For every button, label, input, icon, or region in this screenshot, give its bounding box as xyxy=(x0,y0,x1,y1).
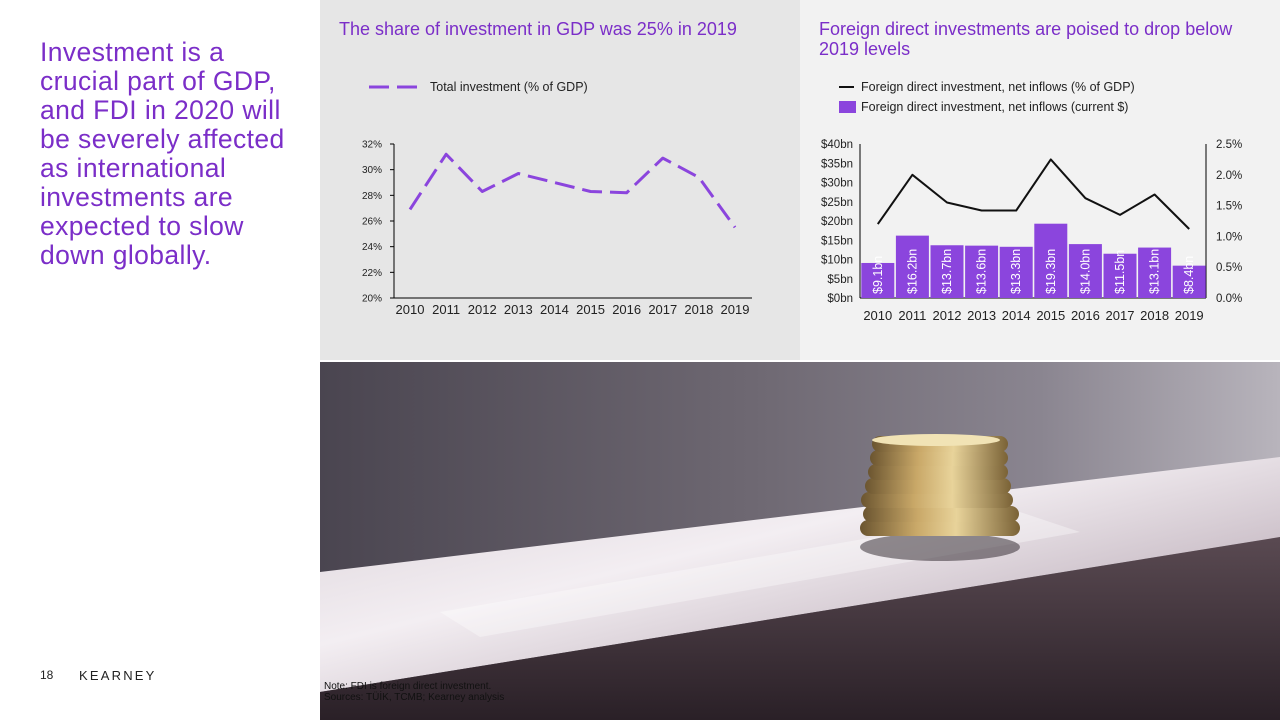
y-left-tick-label: $40bn xyxy=(821,139,853,151)
footnote: Note: FDI is foreign direct investment. … xyxy=(324,681,504,703)
bar-data-label: $13.6bn xyxy=(975,249,989,294)
y-right-tick-label: 0.0% xyxy=(1216,293,1242,305)
bar xyxy=(1138,247,1172,298)
y-left-tick-label: $20bn xyxy=(821,216,853,228)
bar xyxy=(1034,223,1068,298)
bar xyxy=(895,235,929,298)
legend-label: Foreign direct investment, net inflows (… xyxy=(861,100,1128,114)
x-tick-label: 2018 xyxy=(1140,308,1169,323)
fdi-chart-panel: Foreign direct investments are poised to… xyxy=(800,0,1280,360)
y-tick-label: 30% xyxy=(362,165,382,176)
x-tick-label: 2019 xyxy=(721,302,750,317)
y-tick-label: 26% xyxy=(362,217,382,228)
slide-headline: Investment is a crucial part of GDP, and… xyxy=(40,37,285,270)
bar xyxy=(999,246,1033,298)
y-tick-label: 28% xyxy=(362,191,382,202)
investment-line-chart: Total investment (% of GDP) 20% 22% 24% 26%… xyxy=(362,80,752,317)
y-tick-label: 20% xyxy=(362,294,382,305)
coin-stack xyxy=(860,434,1020,561)
chart-line xyxy=(876,158,1190,230)
chart-axes: 20% 22% 24% 26% 28% 30% 32% 2010 2011 2012 2013 201… xyxy=(362,140,752,317)
bar-data-label: $13.3bn xyxy=(1009,249,1023,294)
y-right-tick-label: 0.5% xyxy=(1216,262,1242,274)
y-left-tick-label: $5bn xyxy=(827,274,853,286)
chart-legend: Total investment (% of GDP) xyxy=(369,80,588,94)
x-tick-label: 2017 xyxy=(1106,308,1135,323)
bar xyxy=(1103,253,1137,298)
left-panel: Investment is a crucial part of GDP, and… xyxy=(0,0,320,720)
x-tick-label: 2016 xyxy=(612,302,641,317)
y-left-tick-label: $30bn xyxy=(821,178,853,190)
x-tick-label: 2011 xyxy=(898,308,926,323)
bar-data-label: $8.4bn xyxy=(1182,256,1196,294)
coin-stack-photo xyxy=(320,362,1280,720)
x-tick-label: 2015 xyxy=(1036,308,1065,323)
footnote-note: Note: FDI is foreign direct investment. xyxy=(324,681,492,692)
x-tick-label: 2012 xyxy=(468,302,497,317)
legend-swatch-bar xyxy=(839,101,856,113)
bar xyxy=(861,262,895,298)
y-right-tick-label: 2.0% xyxy=(1216,170,1242,182)
bar-data-label: $14.0bn xyxy=(1078,249,1092,294)
x-tick-label: 2019 xyxy=(1175,308,1204,323)
section-divider xyxy=(320,360,1280,362)
x-tick-label: 2018 xyxy=(684,302,713,317)
chart-bars: $9.1bn $16.2bn $13.7bn $13.6bn $13.3bn $19.3b… xyxy=(861,223,1206,298)
brand-logo: KEARNEY xyxy=(79,668,157,683)
x-tick-label: 2010 xyxy=(863,308,892,323)
bar-data-label: $13.7bn xyxy=(940,249,954,294)
x-tick-label: 2010 xyxy=(396,302,425,317)
series-line xyxy=(408,152,737,229)
chart-axes: $0bn $5bn $10bn $15bn $20bn $25bn $30bn $35bn $4… xyxy=(821,139,1242,323)
bar-data-label: $19.3bn xyxy=(1044,249,1058,294)
legend-label: Total investment (% of GDP) xyxy=(430,80,588,94)
y-left-tick-label: $15bn xyxy=(821,235,853,247)
chart-title: Foreign direct investments are poised to… xyxy=(819,19,1233,59)
x-tick-label: 2016 xyxy=(1071,308,1100,323)
bar-data-label: $13.1bn xyxy=(1148,249,1162,294)
bar xyxy=(930,245,964,298)
x-tick-label: 2014 xyxy=(1002,308,1031,323)
footnote-sources: Sources: TÜİK, TCMB; Kearney analysis xyxy=(324,692,505,703)
x-tick-label: 2013 xyxy=(504,302,533,317)
bar xyxy=(1172,265,1206,298)
legend-label: Foreign direct investment, net inflows (… xyxy=(861,80,1135,94)
coin-stack-image xyxy=(320,362,1280,720)
y-left-tick-label: $0bn xyxy=(827,293,853,305)
x-tick-label: 2011 xyxy=(432,302,460,317)
y-right-tick-label: 2.5% xyxy=(1216,139,1242,151)
y-right-tick-label: 1.0% xyxy=(1216,231,1242,243)
y-left-tick-label: $25bn xyxy=(821,197,853,209)
x-tick-label: 2014 xyxy=(540,302,569,317)
fdi-combo-chart: Foreign direct investment, net inflows (… xyxy=(821,80,1242,323)
bar xyxy=(965,245,999,298)
y-tick-label: 32% xyxy=(362,140,382,151)
x-tick-label: 2015 xyxy=(576,302,605,317)
bar-data-label: $16.2bn xyxy=(905,249,919,294)
y-left-tick-label: $35bn xyxy=(821,158,853,170)
chart-title: The share of investment in GDP was 25% i… xyxy=(339,19,737,39)
y-right-tick-label: 1.5% xyxy=(1216,201,1242,213)
bar-data-label: $9.1bn xyxy=(871,256,885,294)
bar-data-label: $11.5bn xyxy=(1113,250,1127,294)
y-tick-label: 22% xyxy=(362,268,382,279)
bar xyxy=(1068,244,1102,298)
x-tick-label: 2013 xyxy=(967,308,996,323)
x-tick-label: 2012 xyxy=(933,308,962,323)
chart-legend: Foreign direct investment, net inflows (… xyxy=(839,80,1135,114)
page-number: 18 xyxy=(40,668,54,682)
investment-chart-panel: The share of investment in GDP was 25% i… xyxy=(320,0,800,360)
y-tick-label: 24% xyxy=(362,242,382,253)
chart-series xyxy=(408,152,737,229)
y-left-tick-label: $10bn xyxy=(821,255,853,267)
series-line xyxy=(876,158,1190,230)
x-tick-label: 2017 xyxy=(648,302,677,317)
